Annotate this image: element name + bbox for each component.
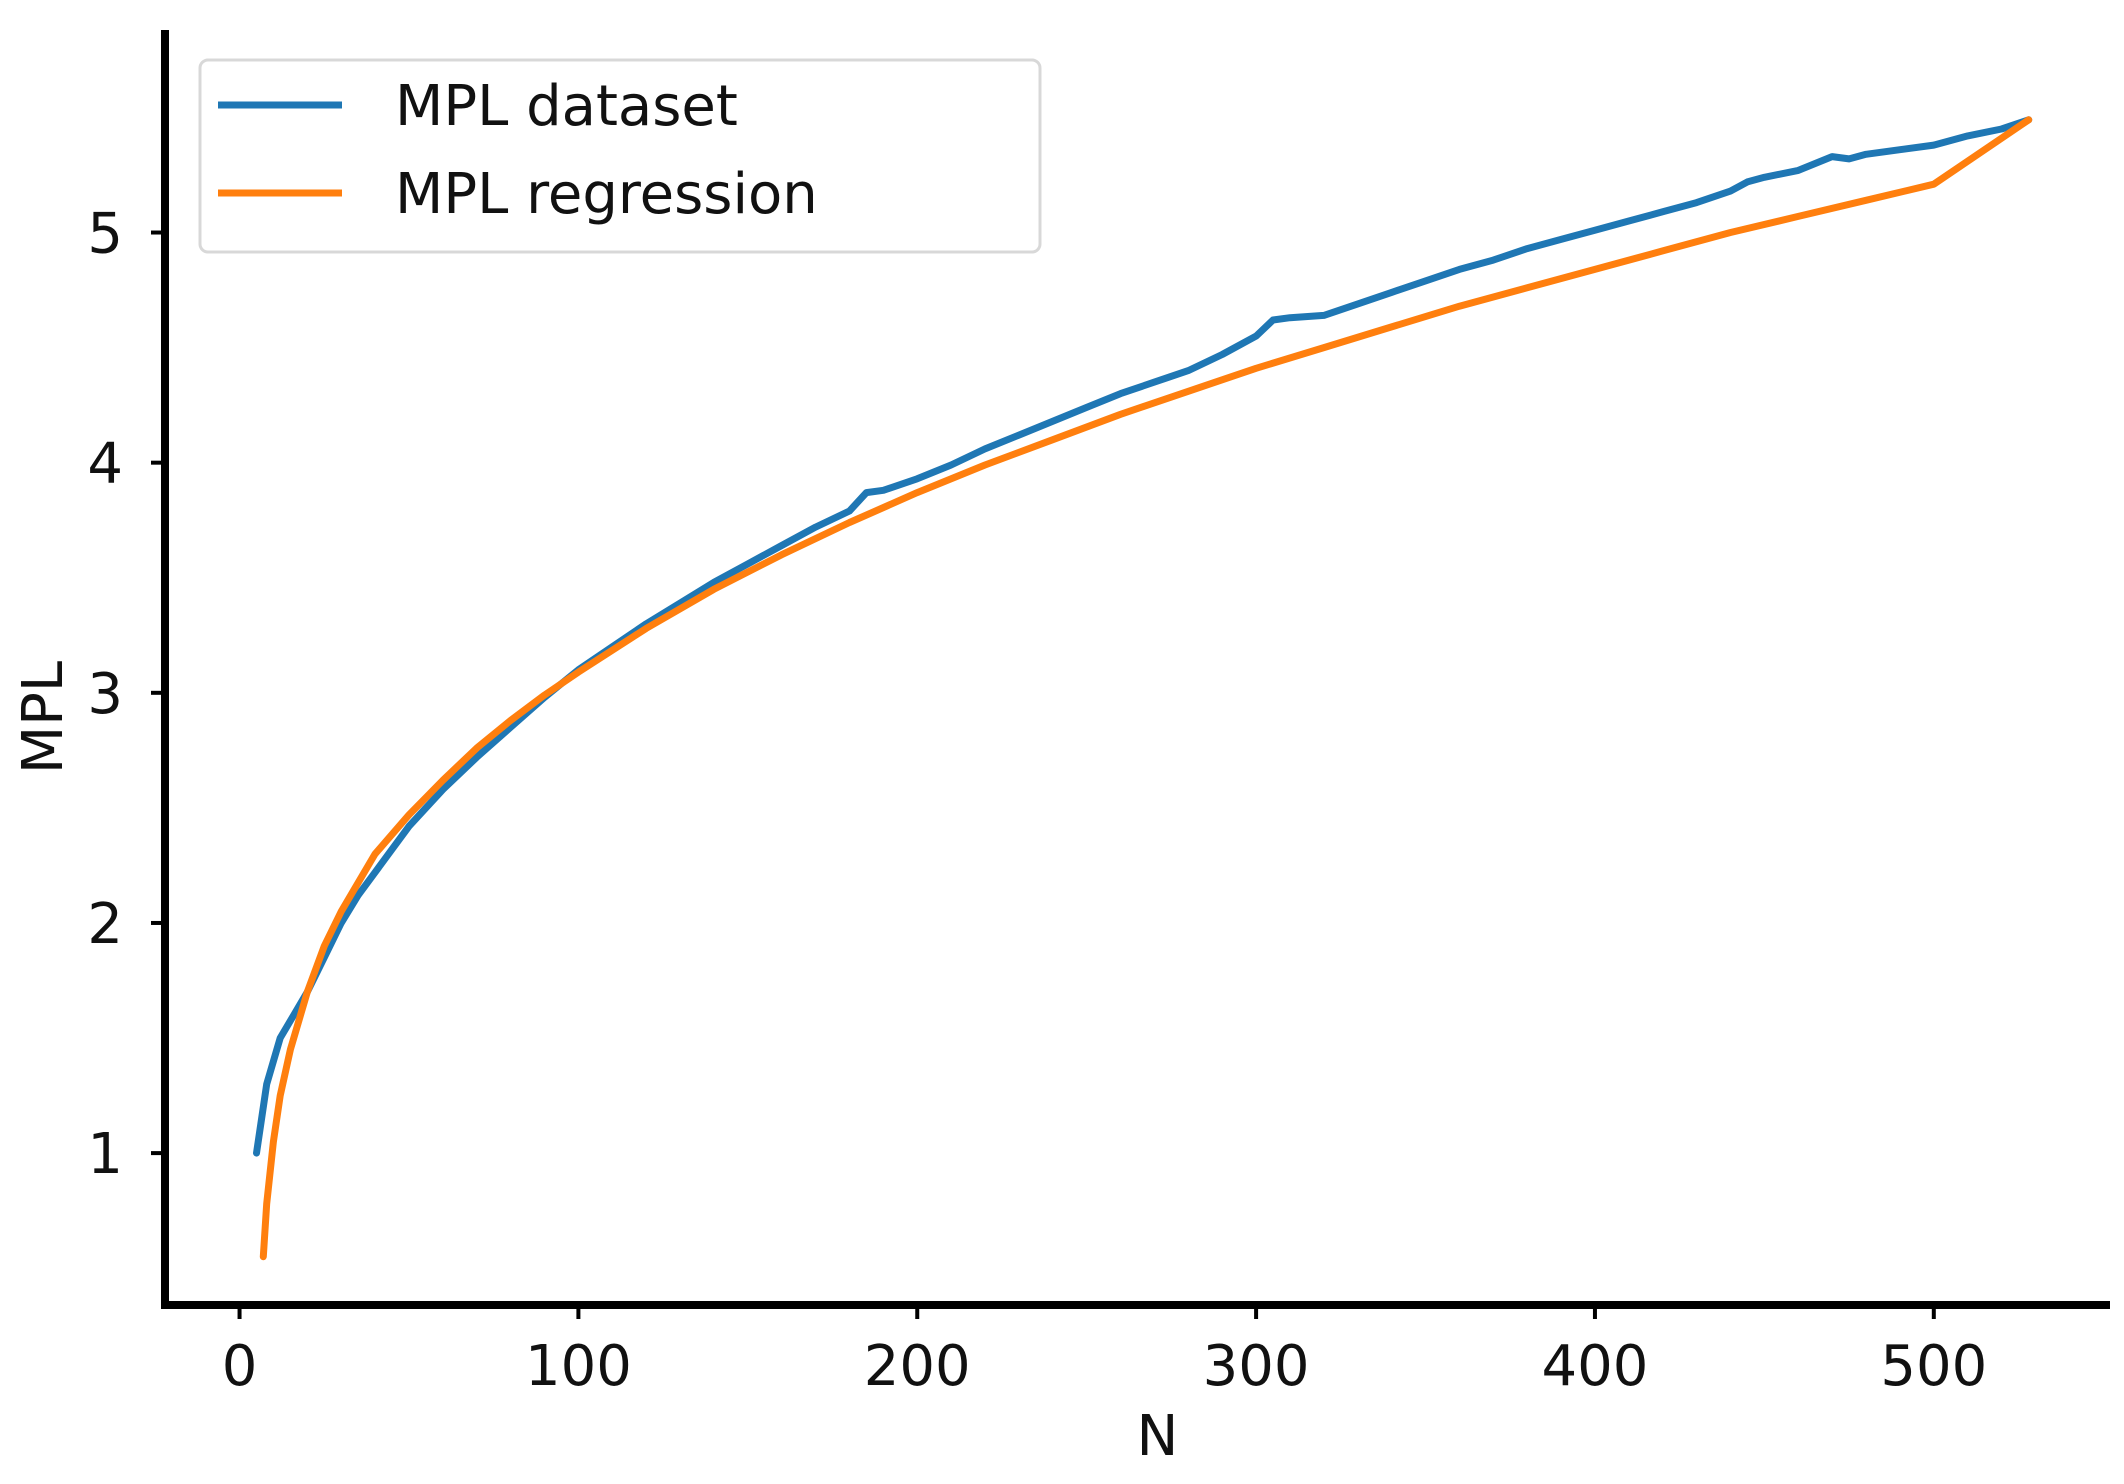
series-line-mpl-regression xyxy=(259,116,2033,1261)
series-line-mpl-dataset xyxy=(253,116,2033,1157)
y-tick-label: 2 xyxy=(87,892,123,957)
axes-layer xyxy=(161,30,2110,1309)
x-tick-label: 0 xyxy=(222,1334,258,1399)
y-axis-ticks: 1 2 3 4 5 xyxy=(87,202,165,1187)
y-tick-label: 3 xyxy=(87,662,123,727)
series-layer xyxy=(253,116,2033,1261)
x-tick-label: 500 xyxy=(1880,1334,1987,1399)
y-axis-title: MPL xyxy=(11,661,76,774)
x-axis-title: N xyxy=(1137,1404,1179,1469)
legend-label-mpl-dataset: MPL dataset xyxy=(395,74,738,139)
y-tick-label: 5 xyxy=(87,202,123,267)
x-tick-label: 400 xyxy=(1542,1334,1649,1399)
legend-box xyxy=(198,58,1042,254)
legend: MPL dataset MPL regression xyxy=(198,58,1042,254)
x-tick-label: 200 xyxy=(864,1334,971,1399)
x-tick-label: 100 xyxy=(525,1334,632,1399)
y-tick-label: 4 xyxy=(87,432,123,497)
legend-label-mpl-regression: MPL regression xyxy=(395,162,818,227)
y-tick-label: 1 xyxy=(87,1122,123,1187)
x-tick-label: 300 xyxy=(1203,1334,1310,1399)
x-axis-ticks: 0 100 200 300 400 500 xyxy=(222,1305,1987,1399)
